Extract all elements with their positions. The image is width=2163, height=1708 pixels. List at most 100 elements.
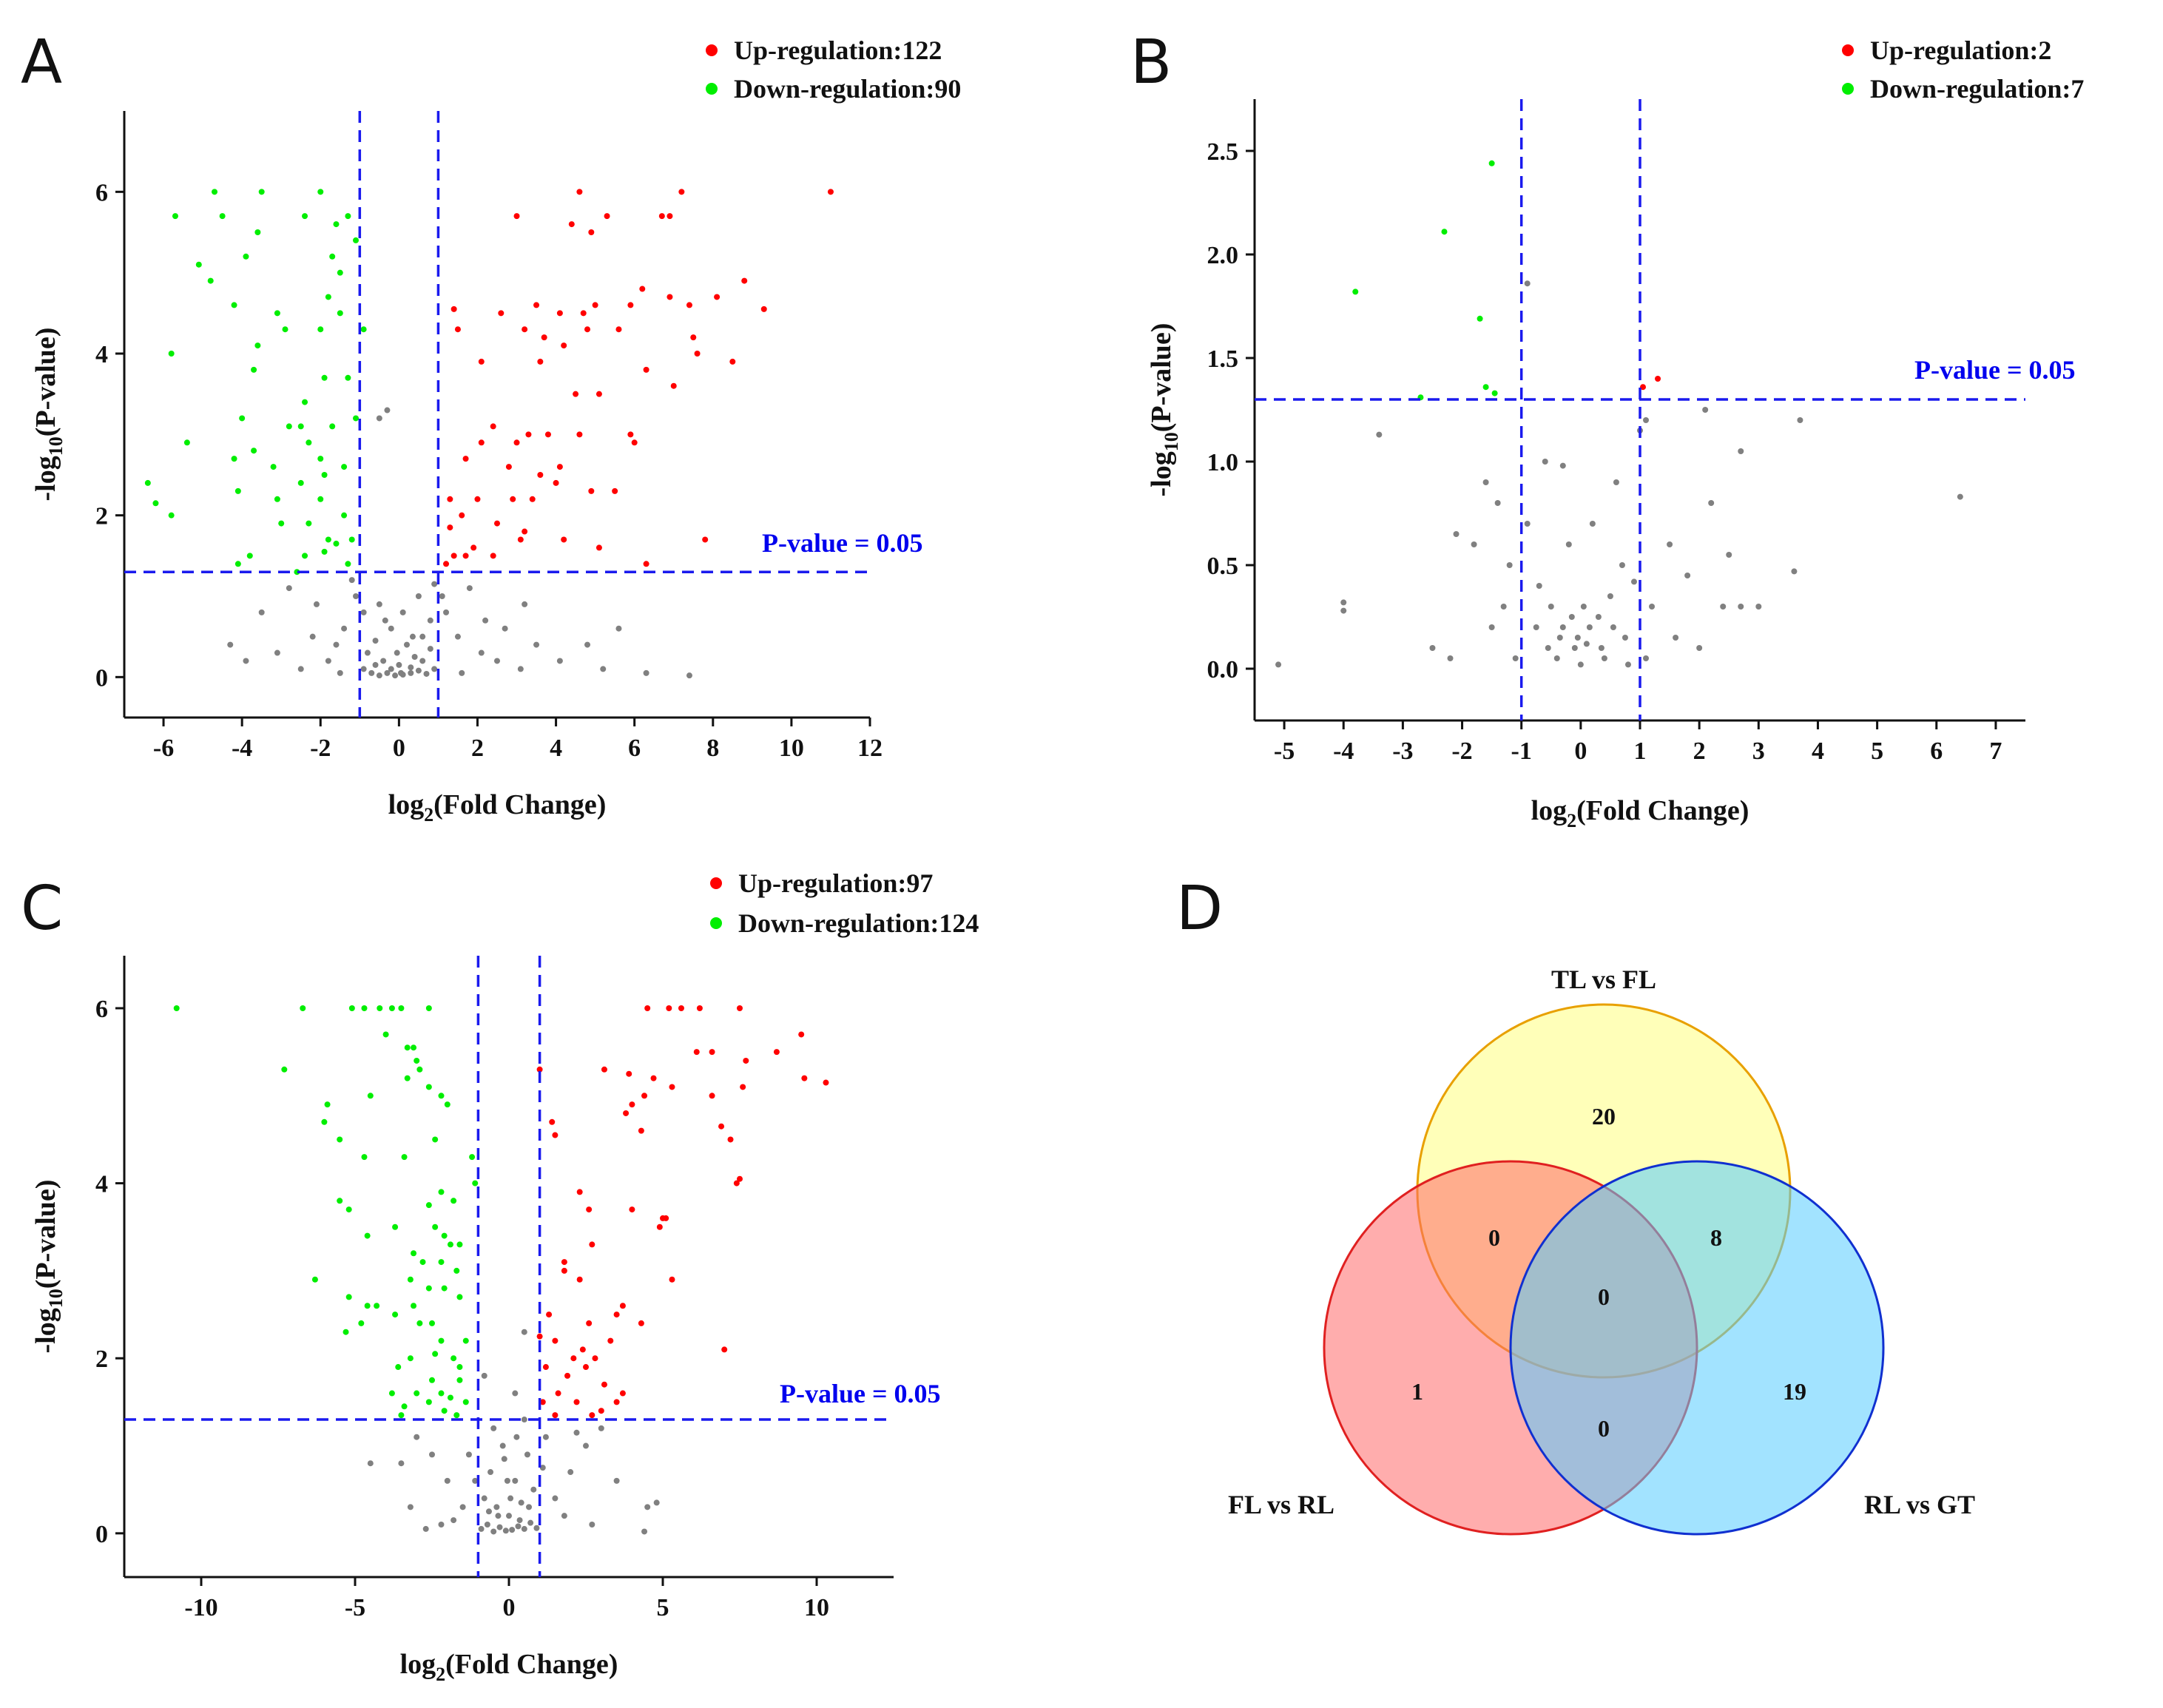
panel-c-point bbox=[552, 1132, 559, 1138]
panel-c-point bbox=[586, 1206, 593, 1213]
panel-b-point bbox=[1453, 531, 1460, 537]
panel-a-point bbox=[643, 669, 649, 676]
panel-a-point bbox=[168, 512, 175, 519]
panel-c-x-tick-label: 10 bbox=[804, 1594, 829, 1621]
panel-a-point bbox=[459, 669, 465, 676]
panel-c-point bbox=[493, 1504, 500, 1510]
panel-d-venn-diagram: TL vs FL FL vs RL RL vs GT 20 1 19 0 8 0 0 bbox=[1228, 965, 1975, 1536]
panel-c-point bbox=[561, 1259, 567, 1266]
panel-a-point bbox=[643, 561, 649, 567]
panel-a-point bbox=[667, 294, 673, 300]
panel-c-point bbox=[414, 1434, 420, 1440]
panel-b-point bbox=[1488, 624, 1495, 630]
panel-a-legend-label: Down-regulation:90 bbox=[734, 74, 961, 104]
panel-c-x-tick-label: 5 bbox=[657, 1594, 669, 1621]
panel-a-point bbox=[462, 553, 469, 559]
panel-c-point bbox=[718, 1123, 725, 1130]
panel-b-point bbox=[1571, 645, 1578, 651]
panel-a-point bbox=[580, 310, 587, 317]
panel-a-point bbox=[525, 431, 532, 438]
panel-c-point bbox=[515, 1523, 522, 1530]
panel-a-point bbox=[490, 423, 496, 430]
panel-a-point bbox=[522, 326, 528, 333]
panel-c-point bbox=[641, 1528, 648, 1535]
panel-a-point bbox=[337, 669, 343, 676]
panel-a-point bbox=[533, 641, 540, 648]
panel-a-point bbox=[522, 528, 528, 535]
panel-a-point bbox=[760, 306, 767, 312]
panel-c-point bbox=[411, 1303, 417, 1309]
panel-b-series-down-regulation bbox=[1352, 160, 1498, 401]
panel-a-point bbox=[388, 625, 394, 632]
panel-c-point bbox=[441, 1285, 448, 1292]
panel-c-point bbox=[696, 1005, 703, 1011]
panel-c-point bbox=[583, 1442, 589, 1449]
panel-c-point bbox=[358, 1320, 365, 1326]
panel-a-point bbox=[341, 512, 348, 519]
panel-c-point bbox=[567, 1469, 574, 1476]
panel-b-y-tick-label: 1.0 bbox=[1207, 449, 1239, 476]
panel-c-point bbox=[444, 1101, 451, 1108]
panel-a-point bbox=[152, 500, 159, 507]
panel-b-point bbox=[1524, 521, 1531, 527]
panel-a-point bbox=[348, 536, 355, 543]
panel-c-point bbox=[364, 1232, 371, 1239]
venn-set-label-rl-vs-gt: RL vs GT bbox=[1864, 1490, 1975, 1519]
panel-a-point bbox=[541, 334, 547, 341]
panel-a-point bbox=[302, 553, 308, 559]
panel-a-point bbox=[258, 609, 265, 615]
panel-a-point bbox=[537, 358, 544, 365]
panel-a-point bbox=[615, 326, 622, 333]
panel-c-point bbox=[398, 1460, 405, 1467]
panel-b-volcano-plot: -5 -4 -3 -2 -1 0 1 2 3 4 5 6 7 0.0 0.5 1.0 1.5 2.0 2.5 P-va… bbox=[1146, 36, 2084, 831]
panel-c-point bbox=[321, 1118, 328, 1125]
panel-b-x-tick-label: 6 bbox=[1930, 737, 1943, 765]
panel-a-point bbox=[419, 658, 426, 664]
panel-c-point bbox=[451, 1198, 457, 1204]
panel-c-point bbox=[401, 1154, 408, 1161]
panel-c-point bbox=[462, 1399, 469, 1405]
panel-a-point bbox=[415, 667, 422, 674]
panel-a-point bbox=[576, 431, 583, 438]
venn-region-count-fl-gt: 0 bbox=[1598, 1415, 1610, 1442]
panel-a-point bbox=[183, 439, 190, 446]
panel-a-point bbox=[686, 302, 692, 308]
panel-c-point bbox=[173, 1005, 180, 1011]
panel-c-point bbox=[669, 1276, 675, 1283]
panel-c-point bbox=[512, 1390, 519, 1397]
panel-c-point bbox=[666, 1005, 672, 1011]
panel-c-point bbox=[539, 1465, 546, 1471]
panel-c-point bbox=[576, 1276, 583, 1283]
panel-c-point bbox=[613, 1312, 620, 1318]
panel-c-legend-marker bbox=[710, 877, 722, 889]
panel-c-point bbox=[709, 1049, 715, 1056]
panel-a-point bbox=[274, 310, 280, 317]
panel-b-point bbox=[1696, 645, 1703, 651]
panel-b-y-axis-label-subscript: 10 bbox=[1161, 432, 1182, 451]
panel-b-x-tick-label: 1 bbox=[1634, 737, 1647, 765]
panel-a-point bbox=[494, 520, 500, 527]
panel-c-point bbox=[527, 1519, 534, 1526]
panel-a-point bbox=[427, 646, 433, 652]
panel-c-y-tick-label: 6 bbox=[95, 996, 108, 1023]
panel-c-point bbox=[388, 1390, 395, 1397]
panel-c-point bbox=[496, 1524, 503, 1530]
panel-c-point bbox=[607, 1337, 614, 1344]
panel-a-x-axis-label-subscript: 2 bbox=[424, 804, 433, 826]
panel-a-point bbox=[297, 666, 304, 672]
panel-c-point bbox=[619, 1303, 626, 1309]
panel-b-point bbox=[1559, 624, 1566, 630]
panel-c-point bbox=[429, 1377, 435, 1383]
panel-c-point bbox=[518, 1499, 524, 1506]
panel-b-point bbox=[1275, 661, 1282, 668]
panel-a-x-axis-label: log2(Fold Change) bbox=[388, 789, 607, 826]
panel-c-point bbox=[721, 1346, 728, 1353]
panel-b-point bbox=[1565, 541, 1572, 547]
panel-a-point bbox=[317, 456, 324, 462]
panel-b-x-tick-label: 0 bbox=[1574, 737, 1587, 765]
panel-a-point bbox=[409, 633, 416, 640]
panel-a-point bbox=[729, 358, 736, 365]
panel-b-point bbox=[1702, 407, 1709, 413]
panel-c-point bbox=[601, 1066, 607, 1073]
panel-a-point bbox=[439, 593, 445, 599]
